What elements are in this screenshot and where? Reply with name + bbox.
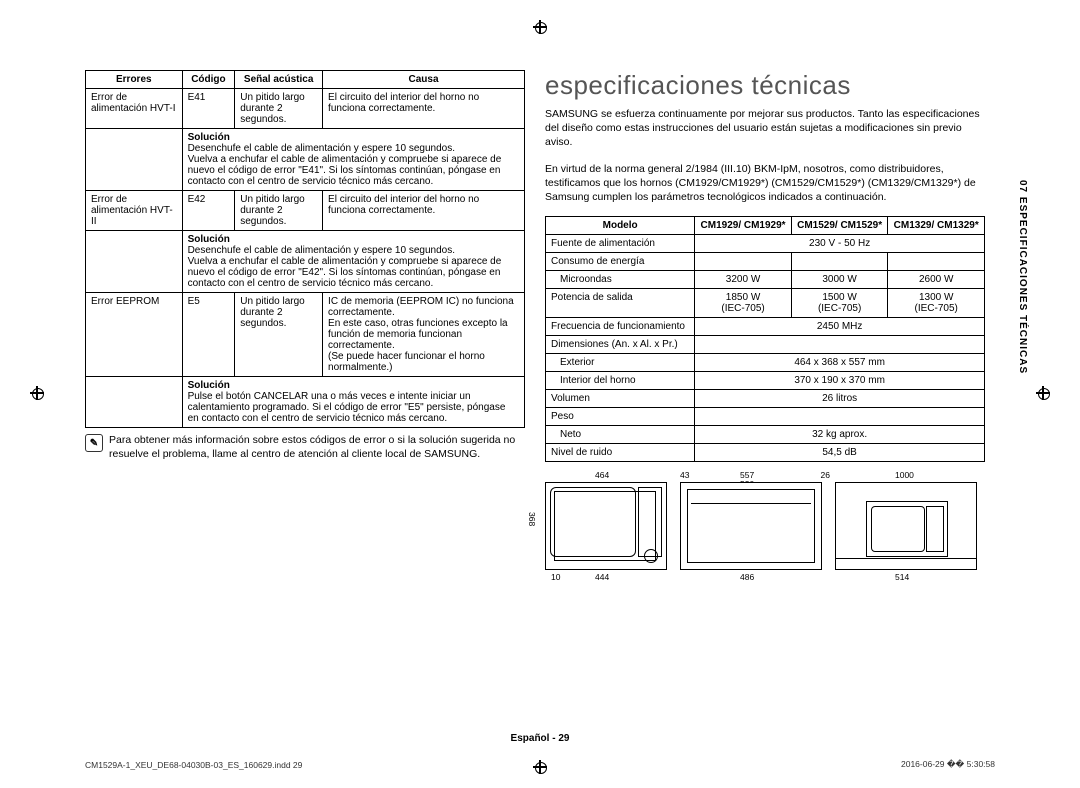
err-name: Error de alimentación HVT-I	[86, 89, 183, 129]
err-solution: SoluciónPulse el botón CANCELAR una o má…	[182, 377, 524, 428]
spec-sublabel: Interior del horno	[546, 372, 695, 390]
spec-val: 1850 W(IEC-705)	[695, 289, 792, 318]
page-title: especificaciones técnicas	[545, 70, 985, 101]
note-icon: ✎	[85, 434, 103, 452]
diagram-front: 464 368 10 444	[545, 472, 675, 570]
note: ✎ Para obtener más información sobre est…	[85, 434, 525, 461]
err-code: E42	[182, 191, 235, 231]
spec-sublabel: Microondas	[546, 271, 695, 289]
err-cause: IC de memoria (EEPROM IC) no funciona co…	[323, 293, 525, 377]
spec-val: 2600 W	[888, 271, 985, 289]
err-code: E41	[182, 89, 235, 129]
footer-filename: CM1529A-1_XEU_DE68-04030B-03_ES_160629.i…	[85, 760, 302, 770]
spec-val: 3000 W	[791, 271, 888, 289]
spec-val: 3200 W	[695, 271, 792, 289]
intro-1: SAMSUNG se esfuerza continuamente por me…	[545, 107, 985, 150]
err-cause: El circuito del interior del horno no fu…	[323, 191, 525, 231]
err-solution: SoluciónDesenchufe el cable de alimentac…	[182, 231, 524, 293]
spec-val: 2450 MHz	[695, 318, 985, 336]
spec-table: Modelo CM1929/ CM1929* CM1529/ CM1529* C…	[545, 216, 985, 462]
spec-label: Nivel de ruido	[546, 444, 695, 462]
col-cause: Causa	[323, 71, 525, 89]
err-code: E5	[182, 293, 235, 377]
col-signal: Señal acústica	[235, 71, 323, 89]
col-m3: CM1329/ CM1329*	[888, 217, 985, 235]
col-model: Modelo	[546, 217, 695, 235]
spec-val: 32 kg aprox.	[695, 426, 985, 444]
spec-val: 370 x 190 x 370 mm	[695, 372, 985, 390]
spec-val: 26 litros	[695, 390, 985, 408]
err-signal: Un pitido largo durante 2 segundos.	[235, 293, 323, 377]
err-signal: Un pitido largo durante 2 segundos.	[235, 191, 323, 231]
spec-label: Frecuencia de funcionamiento	[546, 318, 695, 336]
diagram-side: 43 557 530 26 486	[680, 472, 830, 570]
err-solution: SoluciónDesenchufe el cable de alimentac…	[182, 129, 524, 191]
spec-label: Volumen	[546, 390, 695, 408]
spec-label: Peso	[546, 408, 695, 426]
right-column: especificaciones técnicas SAMSUNG se esf…	[545, 70, 985, 710]
intro-2: En virtud de la norma general 2/1984 (II…	[545, 162, 985, 205]
section-tab: 07 ESPECIFICACIONES TÉCNICAS	[1017, 180, 1028, 374]
spec-sublabel: Neto	[546, 426, 695, 444]
spec-val: 230 V - 50 Hz	[695, 235, 985, 253]
spec-label: Fuente de alimentación	[546, 235, 695, 253]
spec-val: 1300 W(IEC-705)	[888, 289, 985, 318]
spec-sublabel: Exterior	[546, 354, 695, 372]
err-name: Error de alimentación HVT-II	[86, 191, 183, 231]
col-errors: Errores	[86, 71, 183, 89]
col-m2: CM1529/ CM1529*	[791, 217, 888, 235]
error-table: Errores Código Señal acústica Causa Erro…	[85, 70, 525, 428]
page-content: Errores Código Señal acústica Causa Erro…	[85, 70, 995, 710]
spec-label: Dimensiones (An. x Al. x Pr.)	[546, 336, 695, 354]
diagram-install: 1000 514	[835, 472, 985, 570]
spec-val: 54,5 dB	[695, 444, 985, 462]
note-text: Para obtener más información sobre estos…	[109, 434, 525, 461]
footer-page: Español - 29	[0, 733, 1080, 744]
err-signal: Un pitido largo durante 2 segundos.	[235, 89, 323, 129]
diagrams: 464 368 10 444 43 557 530 26 486	[545, 472, 985, 570]
spec-label: Potencia de salida	[546, 289, 695, 318]
col-code: Código	[182, 71, 235, 89]
spec-val: 1500 W(IEC-705)	[791, 289, 888, 318]
spec-val: 464 x 368 x 557 mm	[695, 354, 985, 372]
err-cause: El circuito del interior del horno no fu…	[323, 89, 525, 129]
left-column: Errores Código Señal acústica Causa Erro…	[85, 70, 525, 710]
err-name: Error EEPROM	[86, 293, 183, 377]
col-m1: CM1929/ CM1929*	[695, 217, 792, 235]
footer-timestamp: 2016-06-29 �� 5:30:58	[901, 759, 995, 770]
spec-label: Consumo de energía	[546, 253, 695, 271]
